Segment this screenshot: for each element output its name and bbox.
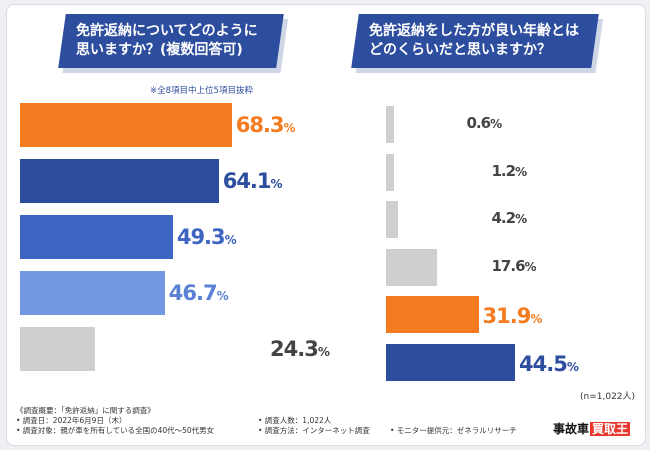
left-bar	[20, 327, 96, 371]
right-bar-value: 4.2%	[491, 209, 528, 227]
left-note: ※全8項目中上位5項目抜粋	[150, 86, 253, 96]
right-bar-value: 31.9%	[482, 304, 543, 328]
footer-col-3: • モニター提供元：ゼネラルリサーチ	[390, 426, 517, 436]
right-bar	[386, 201, 399, 238]
left-bar	[20, 215, 173, 259]
percent-sign: %	[490, 117, 503, 131]
percent-sign: %	[224, 233, 237, 247]
footer-line: • 調査方法：インターネット調査	[258, 426, 370, 435]
percent-sign: %	[216, 289, 229, 303]
percent-sign: %	[283, 121, 296, 135]
left-bar-value: 24.3%	[270, 337, 330, 361]
left-bar	[20, 159, 219, 203]
logo-highlight-text: 買取王	[590, 422, 631, 436]
right-bar	[386, 153, 394, 191]
percent-sign: %	[317, 345, 330, 359]
right-bar-value: 0.6%	[466, 114, 503, 132]
right-bar	[386, 106, 394, 143]
left-bar-value: 64.1%	[222, 169, 283, 193]
right-bar	[386, 296, 479, 333]
footer-line: • モニター提供元：ゼネラルリサーチ	[390, 426, 517, 435]
percent-sign: %	[270, 177, 283, 191]
footer-col-2: • 調査人数：1,022人 • 調査方法：インターネット調査	[258, 416, 370, 436]
left-bar-value: 46.7%	[168, 281, 229, 305]
percent-sign: %	[515, 212, 528, 226]
left-bar-value: 49.3%	[176, 225, 237, 249]
right-title: 免許返納をした方が良い年齢とは どのくらいだと思いますか？	[369, 23, 579, 58]
right-bar	[386, 343, 516, 381]
footer-line: • 調査対象：親が車を所有している全国の40代〜50代男女	[16, 426, 215, 435]
footer-line: 《調査概要：「免許返納」に関する調査》	[16, 406, 155, 415]
percent-sign: %	[566, 359, 579, 374]
right-bar-value: 44.5%	[519, 351, 579, 376]
left-bar	[20, 103, 232, 147]
right-title-banner: 免許返納をした方が良い年齢とは どのくらいだと思いますか？	[351, 14, 599, 68]
percent-sign: %	[530, 312, 543, 326]
footer-line: • 調査日：2022年6月9日（木）	[16, 416, 127, 425]
footer-col-1: 《調査概要：「免許返納」に関する調査》 • 調査日：2022年6月9日（木） •…	[16, 406, 214, 436]
logo-main-text: 事故車	[553, 422, 590, 436]
brand-logo: 事故車 買取王	[553, 420, 631, 437]
footer-line: • 調査人数：1,022人	[258, 416, 332, 425]
right-bar	[386, 248, 438, 286]
sample-size-note: (n=1,022人)	[580, 392, 636, 402]
left-bar-value: 68.3%	[235, 113, 296, 137]
percent-sign: %	[515, 164, 528, 179]
left-bar	[20, 271, 165, 315]
percent-sign: %	[524, 259, 537, 274]
left-title: 免許返納についてどのように 思いますか？(複数回答可)	[76, 23, 258, 58]
left-title-banner: 免許返納についてどのように 思いますか？(複数回答可)	[58, 14, 284, 68]
right-bar-value: 17.6%	[491, 256, 537, 275]
right-bar-value: 1.2%	[491, 161, 528, 180]
